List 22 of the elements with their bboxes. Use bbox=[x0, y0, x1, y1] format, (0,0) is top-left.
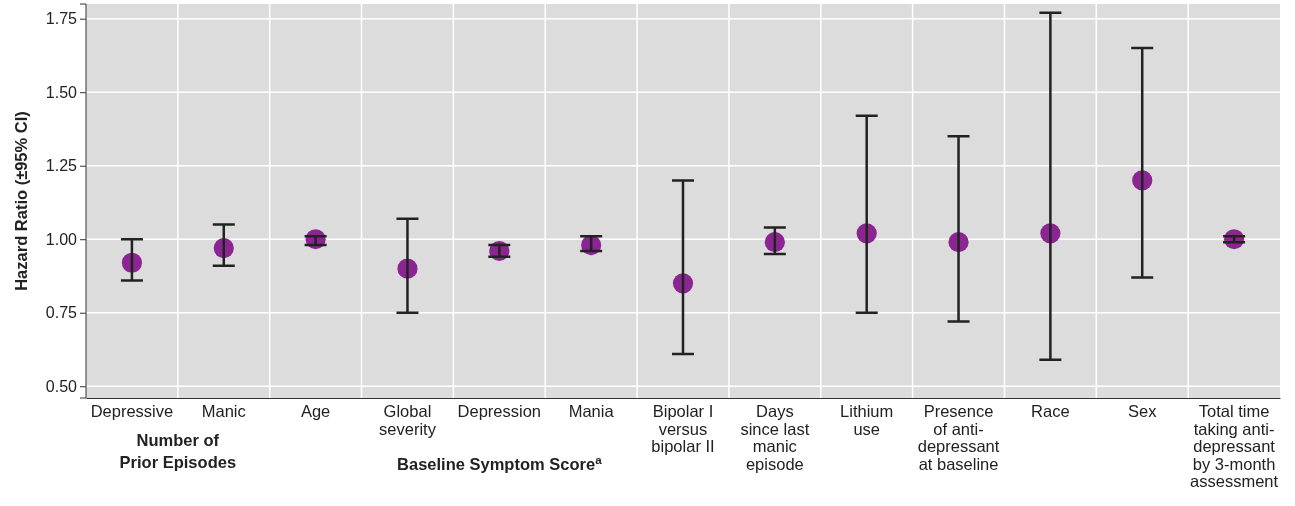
x-tick-label: Global severity bbox=[379, 402, 437, 438]
text: Baseline Symptom Score$^{a}$ bbox=[397, 454, 603, 473]
y-tick-label: 0.50 bbox=[45, 377, 78, 395]
x-tick-label: Age bbox=[300, 402, 331, 420]
x-tick-label: Lithium use bbox=[840, 402, 894, 438]
x-tick-label: Sex bbox=[1128, 402, 1158, 420]
x-tick-label: Bipolar I versus bipolar II bbox=[651, 402, 715, 455]
x-tick-label: Total time taking anti- depressant by 3-month assessment bbox=[1190, 402, 1279, 490]
y-tick-label: 1.00 bbox=[45, 230, 78, 248]
x-tick-label: Days since last manic episode bbox=[740, 402, 810, 473]
x-tick-label: Depressive bbox=[90, 402, 174, 420]
x-tick-label: Presence of anti- depressant at baseline bbox=[917, 402, 1000, 473]
y-tick-label: 1.75 bbox=[45, 10, 78, 28]
text: Number of Prior Episodes bbox=[119, 431, 237, 471]
y-tick-label: 1.50 bbox=[45, 83, 78, 101]
y-tick-label: 0.75 bbox=[45, 304, 78, 322]
x-tick-label: Depression bbox=[457, 402, 542, 420]
y-tick-label: 1.25 bbox=[45, 157, 78, 175]
x-tick-label: Mania bbox=[568, 402, 615, 420]
y-axis-title: Hazard Ratio (±95% CI) bbox=[12, 111, 30, 291]
x-tick-label: Manic bbox=[201, 402, 246, 420]
x-tick-label: Race bbox=[1031, 402, 1070, 420]
